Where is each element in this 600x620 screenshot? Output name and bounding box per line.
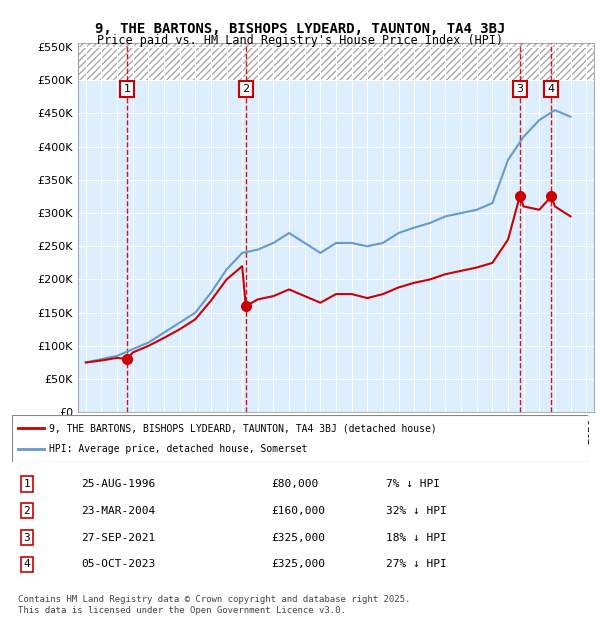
Text: 27% ↓ HPI: 27% ↓ HPI bbox=[386, 559, 447, 569]
Text: 1: 1 bbox=[124, 84, 131, 94]
Text: 4: 4 bbox=[548, 84, 555, 94]
Text: 32% ↓ HPI: 32% ↓ HPI bbox=[386, 506, 447, 516]
Text: 05-OCT-2023: 05-OCT-2023 bbox=[81, 559, 155, 569]
Text: HPI: Average price, detached house, Somerset: HPI: Average price, detached house, Some… bbox=[49, 444, 308, 454]
Text: 25-AUG-1996: 25-AUG-1996 bbox=[81, 479, 155, 489]
Text: 3: 3 bbox=[516, 84, 523, 94]
Bar bbox=[78, 29, 594, 80]
Text: 4: 4 bbox=[23, 559, 30, 569]
Text: 2: 2 bbox=[242, 84, 250, 94]
Text: £160,000: £160,000 bbox=[271, 506, 325, 516]
Text: 27-SEP-2021: 27-SEP-2021 bbox=[81, 533, 155, 542]
Bar bbox=[78, 29, 594, 80]
Text: 18% ↓ HPI: 18% ↓ HPI bbox=[386, 533, 447, 542]
Text: 1: 1 bbox=[23, 479, 30, 489]
Text: 9, THE BARTONS, BISHOPS LYDEARD, TAUNTON, TA4 3BJ: 9, THE BARTONS, BISHOPS LYDEARD, TAUNTON… bbox=[95, 22, 505, 36]
Text: 7% ↓ HPI: 7% ↓ HPI bbox=[386, 479, 440, 489]
Text: Price paid vs. HM Land Registry's House Price Index (HPI): Price paid vs. HM Land Registry's House … bbox=[97, 34, 503, 47]
Text: 9, THE BARTONS, BISHOPS LYDEARD, TAUNTON, TA4 3BJ (detached house): 9, THE BARTONS, BISHOPS LYDEARD, TAUNTON… bbox=[49, 423, 437, 433]
Text: £325,000: £325,000 bbox=[271, 559, 325, 569]
Text: £80,000: £80,000 bbox=[271, 479, 319, 489]
Text: 3: 3 bbox=[23, 533, 30, 542]
Text: £325,000: £325,000 bbox=[271, 533, 325, 542]
Text: 23-MAR-2004: 23-MAR-2004 bbox=[81, 506, 155, 516]
Text: Contains HM Land Registry data © Crown copyright and database right 2025.
This d: Contains HM Land Registry data © Crown c… bbox=[18, 595, 410, 614]
FancyBboxPatch shape bbox=[12, 415, 588, 462]
Text: 2: 2 bbox=[23, 506, 30, 516]
